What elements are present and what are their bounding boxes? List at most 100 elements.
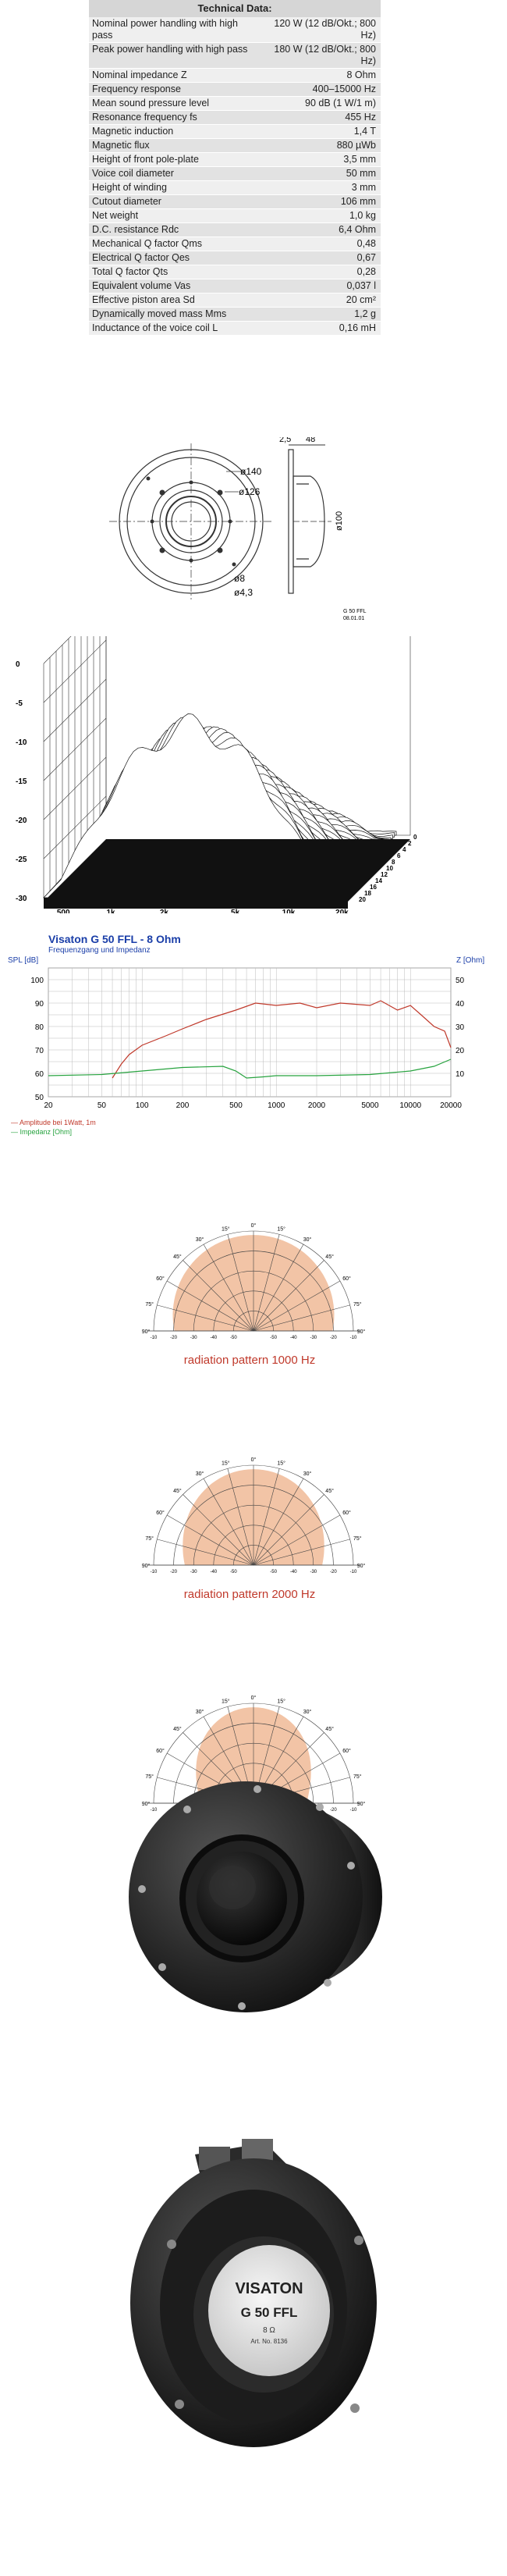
impedance-curve [48,1059,452,1079]
waterfall-depth-tick: 2 [408,840,412,847]
table-key: Nominal impedance Z [92,69,187,80]
table-key: Magnetic flux [92,140,150,151]
polar-angle-label: 15° [277,1699,285,1705]
x-tick: 500 [229,1101,243,1110]
polar-db-label: -50 [230,1336,237,1340]
polar-db-label: -40 [290,1570,297,1574]
waterfall-x-tick: 1k [106,909,115,913]
table-key: Total Q factor Qts [92,266,168,277]
x-tick: 20000 [440,1101,462,1110]
x-tick: 1000 [268,1101,285,1110]
polar-db-label: -50 [270,1336,277,1340]
polar-angle-label: 45° [325,1726,334,1732]
polar-db-label: -50 [270,1570,277,1574]
polar-angle-label: 45° [173,1726,182,1732]
waterfall-depth-tick: 20 [359,896,366,903]
table-value: 20 cm² [346,294,376,305]
table-key: Nominal power handling with high pass [92,18,238,41]
table-key: Mechanical Q factor Qms [92,238,203,249]
table-key: Frequency response [92,84,181,94]
waterfall-depth-tick: 14 [375,877,382,884]
polar-db-label: -50 [230,1570,237,1574]
polar-angle-label: 15° [222,1461,230,1467]
polar-angle-label: 30° [196,1471,204,1477]
polar-angle-label: 90° [142,1801,151,1807]
polar-pattern-fill [154,1707,311,1803]
waterfall-depth-tick: 10 [386,865,393,872]
polar-caption: radiation pattern 1000 Hz [183,1354,316,1367]
table-row: Equivalent volume Vas 0,037 l [89,279,381,294]
polar-db-label: -20 [170,1570,177,1574]
table-row: Mean sound pressure level 90 dB (1 W/1 m) [89,97,381,111]
table-value: 0,67 [356,252,376,263]
table-value: 455 Hz [345,112,376,123]
polar-angle-label: 75° [353,1301,362,1308]
polar-angle-label: 15° [277,1226,285,1233]
table-row: Resonance frequency fs 455 Hz [89,111,381,125]
label-art: Art. No. 8136 [250,2338,288,2345]
polar-angle-label: 15° [277,1461,285,1467]
table-key: Mean sound pressure level [92,98,210,109]
waterfall-depth-tick: 8 [392,859,395,866]
y2-tick: 40 [456,1000,465,1009]
x-tick: 5000 [361,1101,379,1110]
table-row: Net weight 1,0 kg [89,209,381,223]
x-tick: 10000 [399,1101,421,1110]
waterfall-depth-tick: 0 [413,834,417,841]
polar-angle-label: 30° [303,1709,312,1715]
table-value: 880 µWb [336,140,376,151]
polar-db-label: -10 [151,1808,158,1813]
y-axis-label: SPL [dB] [8,956,39,965]
y2-tick: 50 [456,977,465,985]
table-row: Frequency response 400–15000 Hz [89,83,381,97]
polar-angle-label: 45° [325,1254,334,1260]
table-value: 50 mm [346,168,376,179]
waterfall-y-tick: -15 [16,777,27,786]
table-value: 0,16 mH [339,322,376,333]
polar-angle-label: 0° [251,1457,257,1463]
dim-side-d: ø100 [335,511,344,531]
table-row: Inductance of the voice coil L 0,16 mH [89,322,381,336]
label-model: G 50 FFL [241,2305,298,2320]
label-ohm: 8 Ω [263,2326,275,2335]
polar-angle-label: 30° [303,1471,312,1477]
polar-db-label: -20 [330,1336,337,1340]
polar-pattern-fill [154,1235,335,1331]
waterfall-depth-tick: 12 [381,871,388,878]
polar-db-label: -10 [350,1336,357,1340]
polar-pattern-fill [154,1469,324,1565]
dim-side-a: 2,5 [279,437,291,444]
table-value: 0,48 [356,238,376,249]
polar-db-label: -10 [350,1808,357,1813]
polar-angle-label: 90° [142,1563,151,1569]
y2-axis-label: Z [Ohm] [456,956,485,965]
dim-d126: ø126 [239,486,261,497]
table-value: 0,037 l [346,280,376,291]
table-value: 1,4 T [353,126,376,137]
polar-db-label: -10 [151,1336,158,1340]
table-key: Voice coil diameter [92,168,174,179]
frequency-response-chart: Visaton G 50 FFL - 8 Ohm Frequenzgang un… [0,933,507,1151]
polar-angle-label: 75° [145,1301,154,1308]
table-value: 0,28 [356,266,376,277]
polar-angle-label: 75° [145,1774,154,1780]
table-value: 3 mm [351,182,376,193]
polar-db-label: -40 [210,1570,217,1574]
table-row: Total Q factor Qts 0,28 [89,265,381,279]
y-tick: 80 [35,1023,44,1032]
chart-subtitle: Frequenzgang und Impedanz [48,946,151,955]
table-key: Net weight [92,210,139,221]
polar-angle-label: 45° [173,1488,182,1494]
waterfall-y-tick: -20 [16,817,27,825]
technical-data-table: Technical Data: Nominal power handling w… [89,0,381,336]
dim-d43: ø4,3 [234,587,253,598]
plot-frame [48,967,452,1098]
polar-angle-label: 75° [353,1774,362,1780]
side-view [288,449,332,594]
polar-db-label: -10 [350,1570,357,1574]
table-row: Effective piston area Sd 20 cm² [89,294,381,308]
waterfall-x-tick: 500 [57,909,70,913]
stamp-date: 08.01.01 [343,616,364,621]
polar-angle-label: 60° [156,1276,165,1282]
polar-db-label: -20 [330,1570,337,1574]
